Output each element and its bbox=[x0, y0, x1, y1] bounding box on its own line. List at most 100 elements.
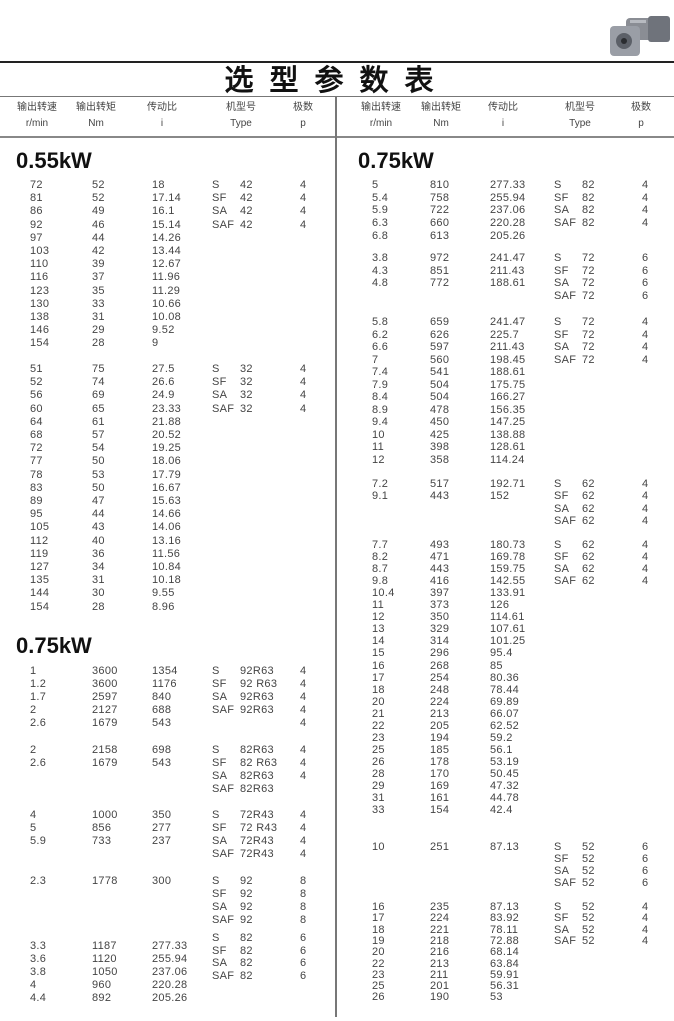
ratio: 9.55 bbox=[152, 587, 175, 600]
output-torque: 810 bbox=[430, 179, 450, 191]
output-speed: 5.8 bbox=[372, 316, 389, 328]
ratio: 192.71 bbox=[490, 478, 526, 490]
ratio: 87.13 bbox=[490, 841, 520, 853]
output-torque: 54 bbox=[92, 442, 105, 455]
output-speed: 5.9 bbox=[372, 204, 389, 217]
output-torque: 314 bbox=[430, 635, 450, 648]
poles: 4 bbox=[642, 551, 649, 564]
type-series: SA bbox=[554, 204, 570, 217]
ratio: 59.2 bbox=[490, 731, 513, 744]
type-series: S bbox=[554, 179, 562, 191]
type-series: SAF bbox=[554, 353, 577, 366]
output-torque: 42 bbox=[92, 245, 105, 257]
poles: 4 bbox=[642, 514, 649, 527]
poles: 4 bbox=[300, 389, 307, 402]
output-speed: 112 bbox=[30, 534, 49, 547]
output-torque: 194 bbox=[430, 731, 450, 744]
output-speed: 127 bbox=[30, 561, 50, 573]
type-size: 92R63 bbox=[240, 691, 274, 703]
header-ratio: 传动比 i bbox=[127, 100, 197, 132]
title-rule bbox=[0, 96, 674, 97]
poles: 6 bbox=[642, 865, 649, 877]
ratio: 220.28 bbox=[152, 979, 188, 991]
output-torque: 733 bbox=[92, 835, 112, 847]
ratio: 688 bbox=[152, 704, 172, 716]
output-torque: 49 bbox=[92, 205, 105, 218]
output-speed: 78 bbox=[30, 468, 43, 481]
output-speed: 1.7 bbox=[30, 691, 47, 703]
header-label-cn: 传动比 bbox=[147, 102, 177, 113]
output-torque: 44 bbox=[92, 231, 105, 244]
ratio: 78.11 bbox=[490, 923, 519, 936]
ratio: 21.88 bbox=[152, 415, 182, 428]
type-series: SF bbox=[554, 328, 569, 341]
output-torque: 1679 bbox=[92, 757, 118, 769]
header-ratio: 传动比 i bbox=[468, 100, 538, 132]
output-speed: 72 bbox=[30, 442, 43, 455]
output-speed: 89 bbox=[30, 495, 43, 507]
type-series: SF bbox=[554, 912, 569, 925]
output-speed: 2 bbox=[30, 744, 37, 756]
ratio: 205.26 bbox=[152, 992, 188, 1004]
type-size: 82R63 bbox=[240, 744, 274, 756]
output-speed: 9.1 bbox=[372, 490, 389, 503]
output-speed: 20 bbox=[372, 946, 385, 959]
output-speed: 60 bbox=[30, 402, 43, 415]
ratio: 47.32 bbox=[490, 780, 520, 792]
type-size: 82 bbox=[240, 969, 253, 982]
output-speed: 144 bbox=[30, 587, 50, 600]
ratio: 53.19 bbox=[490, 755, 520, 768]
output-speed: 25 bbox=[372, 980, 385, 993]
ratio: 126 bbox=[490, 599, 510, 612]
type-series: SA bbox=[212, 957, 228, 970]
output-torque: 478 bbox=[430, 403, 450, 416]
poles: 4 bbox=[300, 809, 307, 821]
output-speed: 33 bbox=[372, 804, 385, 817]
type-series: SAF bbox=[554, 877, 577, 889]
ratio: 1176 bbox=[152, 678, 177, 690]
poles: 4 bbox=[642, 191, 649, 204]
poles: 4 bbox=[642, 341, 649, 353]
ratio: 85 bbox=[490, 659, 503, 672]
ratio: 840 bbox=[152, 691, 172, 703]
type-size: 92 bbox=[240, 914, 253, 926]
ratio: 63.84 bbox=[490, 957, 520, 970]
type-size: 82 bbox=[582, 217, 595, 230]
output-torque: 213 bbox=[430, 957, 450, 970]
ratio: 128.61 bbox=[490, 441, 526, 453]
top-rule bbox=[0, 61, 674, 63]
ratio: 147.25 bbox=[490, 416, 526, 428]
type-size: 52 bbox=[582, 865, 595, 877]
type-series: SF bbox=[212, 678, 227, 690]
output-torque: 541 bbox=[430, 366, 450, 378]
output-speed: 18 bbox=[372, 923, 385, 936]
header-poles: 极数 p bbox=[606, 100, 674, 132]
ratio: 350 bbox=[152, 809, 172, 821]
output-torque: 416 bbox=[430, 575, 450, 588]
type-size: 92 bbox=[240, 901, 253, 913]
output-torque: 235 bbox=[430, 901, 450, 913]
output-torque: 251 bbox=[430, 841, 450, 853]
poles: 4 bbox=[642, 563, 649, 576]
header-type: 机型号 Type bbox=[545, 100, 615, 132]
output-speed: 119 bbox=[30, 547, 49, 560]
poles: 4 bbox=[642, 316, 649, 328]
output-speed: 103 bbox=[30, 245, 50, 257]
type-size: 92 bbox=[240, 888, 253, 900]
header-label-cn: 输出转速 bbox=[17, 102, 57, 113]
output-torque: 443 bbox=[430, 490, 450, 503]
header-label-cn: 输出转速 bbox=[361, 102, 401, 113]
output-torque: 224 bbox=[430, 912, 450, 925]
type-size: 72 bbox=[582, 328, 595, 341]
type-series: SF bbox=[212, 888, 227, 900]
type-size: 62 bbox=[582, 490, 595, 503]
page-title: 选型参数表 bbox=[224, 63, 450, 97]
type-series: S bbox=[554, 478, 562, 490]
header-unit: r/min bbox=[369, 118, 393, 129]
output-speed: 130 bbox=[30, 297, 50, 310]
output-speed: 92 bbox=[30, 218, 43, 231]
ratio: 156.35 bbox=[490, 403, 526, 416]
poles: 6 bbox=[300, 932, 307, 944]
ratio: 9 bbox=[152, 337, 159, 350]
type-series: SF bbox=[212, 376, 227, 389]
